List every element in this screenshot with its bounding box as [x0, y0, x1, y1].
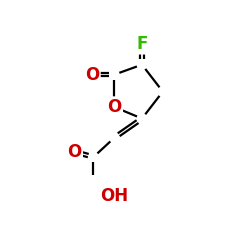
Text: O: O [107, 98, 122, 116]
Text: F: F [136, 35, 148, 53]
Text: O: O [67, 143, 81, 161]
Text: O: O [85, 66, 99, 84]
Text: OH: OH [100, 186, 128, 204]
